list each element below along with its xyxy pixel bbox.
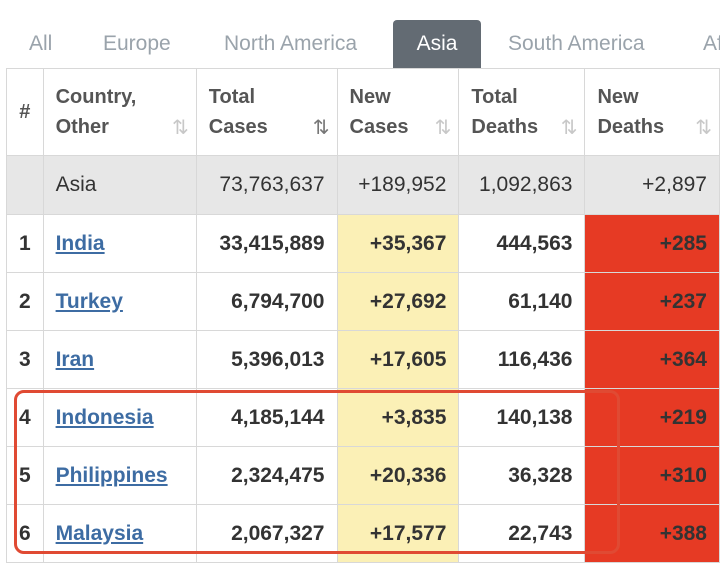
new-cases-cell: +17,577: [336, 504, 460, 563]
row-number: 6: [6, 504, 44, 563]
total-row-total-deaths: 1,092,863: [458, 155, 586, 215]
total-row-new-cases: +189,952: [336, 155, 460, 215]
row-number: 5: [6, 446, 44, 505]
column-header-total-cases-line2: Cases: [208, 116, 268, 138]
new-deaths-cell: +237: [584, 272, 720, 331]
tab-all[interactable]: All: [29, 32, 53, 55]
cases-table: # Country, Other ⇅ Total Cases ⇅ New Cas…: [6, 68, 720, 563]
new-deaths-cell: +388: [584, 504, 720, 563]
column-header-total-deaths[interactable]: Total Deaths ⇅: [458, 68, 586, 156]
column-header-new-deaths[interactable]: New Deaths ⇅: [584, 68, 720, 156]
new-deaths-cell: +364: [584, 330, 720, 389]
total-row: Asia 73,763,637 +189,952 1,092,863 +2,89…: [6, 155, 720, 215]
total-deaths-cell: 61,140: [458, 272, 586, 331]
column-header-number[interactable]: #: [6, 68, 44, 156]
total-cases-cell: 6,794,700: [195, 272, 338, 331]
sort-desc-icon[interactable]: ⇅: [312, 117, 330, 139]
sort-icon[interactable]: ⇅: [695, 117, 712, 139]
column-header-new-deaths-line2: Deaths: [597, 116, 665, 138]
column-header-total-cases[interactable]: Total Cases ⇅: [195, 68, 338, 156]
new-deaths-cell: +285: [584, 214, 720, 273]
tab-asia[interactable]: Asia: [393, 20, 481, 68]
country-cell: Indonesia: [42, 388, 197, 447]
new-cases-cell: +35,367: [336, 214, 460, 273]
column-header-new-cases[interactable]: New Cases ⇅: [336, 68, 460, 156]
header-row: # Country, Other ⇅ Total Cases ⇅ New Cas…: [6, 68, 720, 156]
column-header-total-cases-line1: Total: [208, 86, 256, 108]
total-cases-cell: 33,415,889: [195, 214, 338, 273]
column-header-new-cases-line2: Cases: [349, 116, 409, 138]
country-link[interactable]: Iran: [55, 347, 95, 371]
column-header-new-deaths-line1: New: [597, 86, 639, 108]
total-cases-cell: 2,324,475: [195, 446, 338, 505]
sort-icon[interactable]: ⇅: [560, 117, 578, 139]
row-number: 2: [6, 272, 44, 331]
tab-europe[interactable]: Europe: [103, 32, 171, 55]
row-number: 4: [6, 388, 44, 447]
total-deaths-cell: 140,138: [458, 388, 586, 447]
tab-north-america[interactable]: North America: [224, 32, 358, 55]
total-deaths-cell: 36,328: [458, 446, 586, 505]
column-header-total-deaths-line1: Total: [471, 86, 518, 108]
column-header-new-cases-line1: New: [349, 86, 391, 108]
tab-africa[interactable]: Af: [703, 32, 720, 55]
sort-icon[interactable]: ⇅: [434, 117, 452, 139]
total-deaths-cell: 116,436: [458, 330, 586, 389]
country-link[interactable]: Indonesia: [55, 405, 154, 429]
column-header-total-deaths-line2: Deaths: [471, 116, 539, 138]
country-link[interactable]: Malaysia: [55, 521, 144, 545]
region-tabs: All Europe North America Asia South Amer…: [0, 0, 720, 68]
country-cell: Iran: [42, 330, 197, 389]
column-header-country[interactable]: Country, Other ⇅: [42, 68, 197, 156]
column-header-country-line2: Other: [55, 116, 109, 138]
country-cell: Philippines: [42, 446, 197, 505]
new-deaths-cell: +310: [584, 446, 720, 505]
total-row-new-deaths: +2,897: [584, 155, 720, 215]
total-deaths-cell: 444,563: [458, 214, 586, 273]
table-row: 2 Turkey 6,794,700 +27,692 61,140 +237: [6, 272, 720, 331]
country-link[interactable]: India: [55, 231, 105, 255]
table-row: 3 Iran 5,396,013 +17,605 116,436 +364: [6, 330, 720, 389]
country-link[interactable]: Turkey: [55, 289, 123, 313]
total-deaths-cell: 22,743: [458, 504, 586, 563]
sort-icon[interactable]: ⇅: [172, 117, 189, 139]
table-row: 6 Malaysia 2,067,327 +17,577 22,743 +388: [6, 504, 720, 563]
country-cell: Turkey: [42, 272, 197, 331]
country-link[interactable]: Philippines: [55, 463, 168, 487]
new-cases-cell: +3,835: [336, 388, 460, 447]
new-deaths-cell: +219: [584, 388, 720, 447]
new-cases-cell: +20,336: [336, 446, 460, 505]
column-header-number-label: #: [19, 101, 31, 123]
new-cases-cell: +17,605: [336, 330, 460, 389]
row-number: 3: [6, 330, 44, 389]
total-row-region: Asia: [42, 155, 197, 215]
total-cases-cell: 5,396,013: [195, 330, 338, 389]
cases-table-container: # Country, Other ⇅ Total Cases ⇅ New Cas…: [6, 68, 720, 566]
table-row: 4 Indonesia 4,185,144 +3,835 140,138 +21…: [6, 388, 720, 447]
country-cell: India: [42, 214, 197, 273]
table-row: 1 India 33,415,889 +35,367 444,563 +285: [6, 214, 720, 273]
total-row-total-cases: 73,763,637: [195, 155, 338, 215]
tab-south-america[interactable]: South America: [508, 32, 645, 55]
table-row: 5 Philippines 2,324,475 +20,336 36,328 +…: [6, 446, 720, 505]
row-number: 1: [6, 214, 44, 273]
total-cases-cell: 4,185,144: [195, 388, 338, 447]
new-cases-cell: +27,692: [336, 272, 460, 331]
total-cases-cell: 2,067,327: [195, 504, 338, 563]
country-cell: Malaysia: [42, 504, 197, 563]
total-row-index: [6, 155, 44, 215]
column-header-country-line1: Country,: [55, 86, 137, 108]
